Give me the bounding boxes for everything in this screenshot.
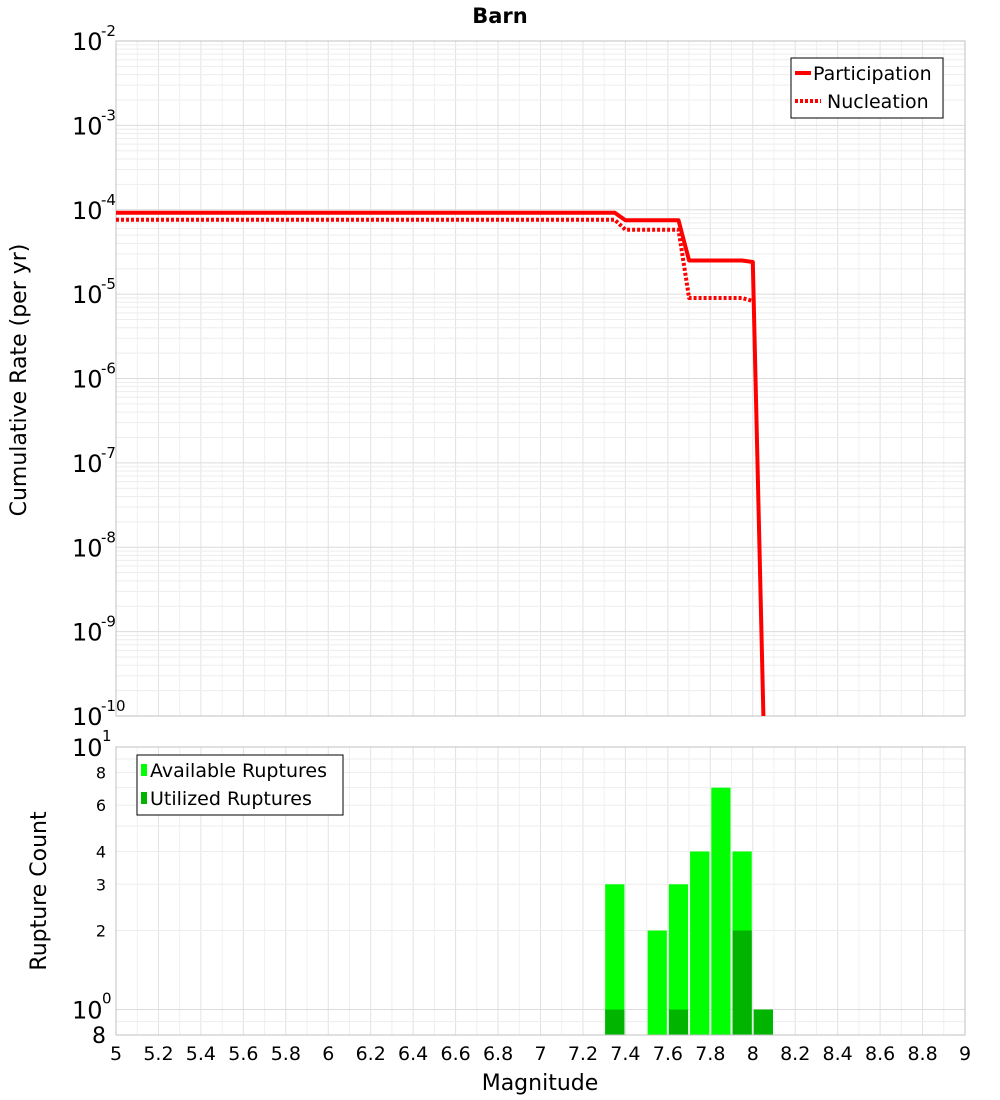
count-y-tick-exponent: 1 — [102, 727, 112, 745]
x-tick-label: 8.4 — [823, 1043, 853, 1065]
x-axis-label: Magnitude — [482, 1071, 599, 1096]
count-y-tick-label: 3 — [96, 875, 106, 894]
rate-y-tick-exponent: -6 — [101, 360, 116, 378]
utilized-legend-swatch — [141, 792, 147, 804]
rate-panel: 10-210-310-410-510-610-710-810-910-10 Cu… — [7, 22, 966, 731]
count-panel-frame — [115, 746, 966, 1036]
count-y-axis-label: Rupture Count — [27, 811, 52, 971]
rate-y-tick-base: 10 — [72, 366, 103, 394]
rate-legend-box — [790, 57, 944, 119]
available-bar — [690, 851, 710, 1035]
count-y-tick-label: 8 — [96, 763, 106, 782]
count-y-tick-base: 10 — [72, 734, 103, 762]
rate-y-tick-base: 10 — [72, 197, 103, 225]
count-legend-box — [136, 754, 344, 816]
x-tick-label: 6.2 — [356, 1043, 386, 1065]
x-tick-label: 7.6 — [653, 1043, 683, 1065]
x-tick-label: 5.8 — [271, 1043, 301, 1065]
x-tick-label: 7.8 — [695, 1043, 725, 1065]
rate-panel-grid — [115, 41, 966, 717]
available-bar — [647, 930, 667, 1035]
x-tick-label: 6 — [322, 1043, 334, 1065]
x-tick-label: 6.8 — [483, 1043, 513, 1065]
nucleation-line — [116, 217, 754, 303]
x-tick-label: 5.4 — [186, 1043, 216, 1065]
count-legend: Available Ruptures Utilized Ruptures — [136, 754, 344, 816]
utilized-bar — [668, 1009, 689, 1035]
rate-y-axis-label: Cumulative Rate (per yr) — [7, 244, 32, 517]
chart-title: Barn — [472, 4, 527, 28]
rate-y-tick-exponent: -4 — [101, 191, 116, 209]
count-y-tick-label: 8 — [92, 1024, 106, 1049]
rate-y-tick-base: 10 — [72, 703, 103, 731]
participation-line — [116, 210, 766, 717]
rate-series-lines — [116, 210, 766, 717]
x-tick-label: 9 — [959, 1043, 971, 1065]
rate-y-tick-exponent: -8 — [101, 528, 116, 546]
available-bar — [605, 884, 625, 1035]
available-legend-swatch — [141, 764, 147, 776]
x-tick-label: 8.8 — [907, 1043, 937, 1065]
available-legend-label: Available Ruptures — [150, 760, 327, 782]
x-tick-label: 7 — [534, 1043, 546, 1065]
rate-y-tick-base: 10 — [72, 28, 103, 56]
rate-y-tick-exponent: -9 — [101, 613, 116, 631]
available-bar — [668, 884, 689, 1035]
rate-panel-frame — [115, 40, 966, 717]
count-y-tick-label: 6 — [96, 796, 106, 815]
count-bars — [605, 787, 773, 1035]
count-y-tick-label: 2 — [96, 922, 106, 941]
utilized-legend-label: Utilized Ruptures — [150, 788, 312, 810]
rate-y-tick-base: 10 — [72, 450, 103, 478]
x-tick-label: 7.4 — [610, 1043, 640, 1065]
rate-y-tick-exponent: -5 — [101, 275, 116, 293]
participation-legend-label: Participation — [813, 63, 932, 85]
count-y-tick-exponent: 0 — [102, 990, 112, 1008]
rate-legend: Participation Nucleation — [790, 57, 944, 119]
rate-y-tick-exponent: -7 — [101, 444, 116, 462]
available-bar — [711, 787, 731, 1035]
rate-y-tick-base: 10 — [72, 281, 103, 309]
x-tick-label: 7.2 — [568, 1043, 598, 1065]
x-tick-label: 5 — [110, 1043, 122, 1065]
rate-y-tick-labels: 10-210-310-410-510-610-710-810-910-10 — [72, 22, 126, 731]
rate-y-tick-base: 10 — [72, 112, 103, 140]
x-tick-label: 6.4 — [398, 1043, 428, 1065]
count-y-tick-base: 10 — [72, 997, 103, 1025]
rate-y-tick-base: 10 — [72, 619, 103, 647]
rate-y-tick-exponent: -2 — [101, 22, 116, 40]
utilized-bar — [753, 1009, 773, 1035]
count-y-tick-label: 4 — [96, 842, 106, 861]
x-tick-label: 5.2 — [143, 1043, 173, 1065]
x-tick-label: 6.6 — [440, 1043, 470, 1065]
x-tick-label: 8 — [747, 1043, 759, 1065]
utilized-bar — [605, 1009, 625, 1035]
rate-y-tick-exponent: -3 — [101, 106, 116, 124]
nucleation-legend-label: Nucleation — [827, 91, 929, 113]
utilized-bar — [732, 930, 752, 1035]
x-tick-labels: 5 5.2 5.4 5.6 5.8 6 6.2 6.4 6.6 6.8 7 7.2 7.4 7.6 7.8 8… — [110, 1043, 971, 1065]
x-tick-label: 5.6 — [228, 1043, 258, 1065]
x-tick-label: 8.6 — [865, 1043, 895, 1065]
x-tick-label: 8.2 — [780, 1043, 810, 1065]
rate-y-tick-base: 10 — [72, 534, 103, 562]
rate-y-tick-exponent: -10 — [101, 697, 126, 715]
